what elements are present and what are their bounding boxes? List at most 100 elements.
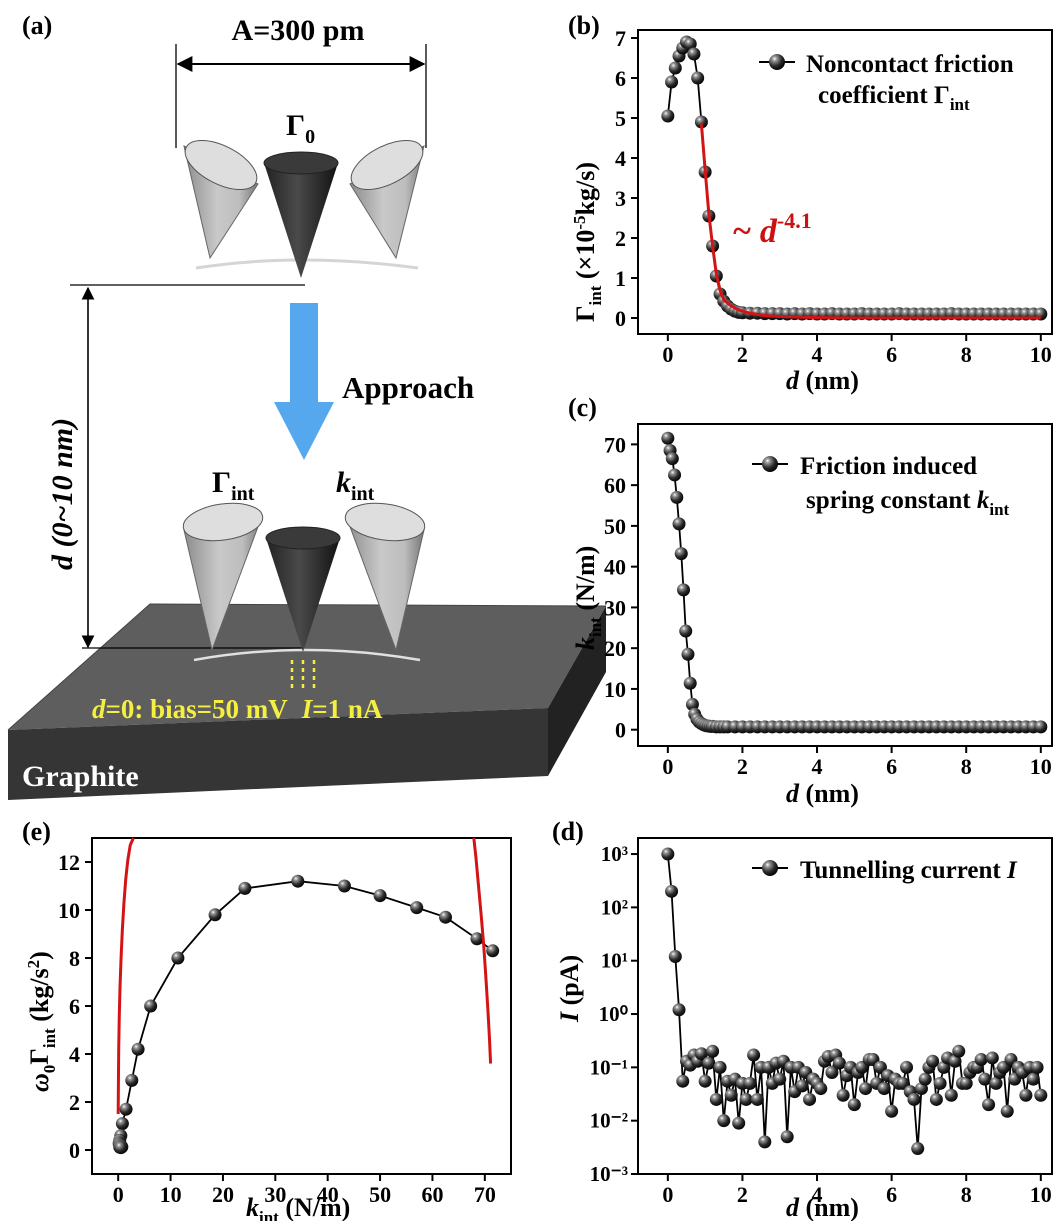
- chart-d-xtick-label: 0: [662, 1182, 673, 1207]
- chart-c-xtick-label: 10: [1030, 754, 1052, 779]
- chart-e-fit-line: [472, 837, 493, 1064]
- gamma-int-label: Γint: [212, 466, 255, 505]
- tunnel-condition: d=0: bias=50 mV I=1 nA: [92, 694, 383, 724]
- chart-b-frame: [637, 29, 1053, 335]
- chart-c-point: [665, 452, 679, 466]
- chart-d-point: [1000, 1104, 1014, 1118]
- panel-b: (b) 0 2 4 6 8 10 0 1 2 3 4 5 6 7 Γint (×10-5kg/s) d (…: [568, 11, 1053, 395]
- chart-b-area: 0 2 4 6 8 10 0 1 2 3 4 5 6 7: [615, 26, 1053, 367]
- graphite-block: [7, 603, 607, 800]
- chart-d-point: [1034, 1088, 1048, 1102]
- chart-e-point: [410, 901, 424, 915]
- chart-e-point: [291, 874, 305, 888]
- chart-c-point: [683, 676, 697, 690]
- chart-d-point: [836, 1088, 850, 1102]
- chart-e-point: [337, 879, 351, 893]
- chart-d-point: [706, 1044, 720, 1058]
- chart-e-point: [171, 951, 185, 965]
- chart-e-xtick-label: 30: [264, 1182, 286, 1207]
- chart-c-ytick-label: 60: [604, 473, 626, 498]
- chart-d-point: [694, 1047, 708, 1061]
- chart-c-point: [685, 697, 699, 711]
- chart-c-data-line: [666, 438, 1041, 728]
- top-cantilever-cones: [183, 140, 425, 278]
- chart-d-point: [672, 1003, 686, 1017]
- chart-d-point: [885, 1104, 899, 1118]
- chart-d-xtick-label: 4: [812, 1182, 823, 1207]
- chart-e-ytick-label: 10: [58, 898, 80, 923]
- chart-e-xtick-label: 20: [212, 1182, 234, 1207]
- chart-b-point: [683, 37, 697, 51]
- chart-d-ytick-label: 10³: [601, 842, 628, 866]
- chart-d-area: 0 2 4 6 8 10 10³ 10² 10¹ 10⁰ 10⁻¹ 10⁻² 10⁻³: [590, 837, 1053, 1207]
- chart-e-ylabel: ω0Γint (kg/s2): [24, 951, 59, 1092]
- chart-d-ytick-label: 10⁻³: [590, 1162, 628, 1186]
- panel-c-label: (c): [568, 393, 597, 422]
- chart-d-point: [1030, 1060, 1044, 1074]
- gamma0-label: Γ0: [286, 109, 315, 148]
- chart-d-point: [873, 1060, 887, 1074]
- chart-c-point: [668, 468, 682, 482]
- panel-a: (a) A=300 pm Γ0 Approa: [7, 11, 607, 800]
- chart-d-point: [929, 1092, 943, 1106]
- chart-e-point: [125, 1073, 139, 1087]
- chart-d-ylabel: I (pA): [555, 955, 584, 1023]
- chart-b-ytick-label: 0: [615, 306, 626, 331]
- chart-c-xtick-label: 2: [737, 754, 748, 779]
- chart-e-ytick-label: 2: [69, 1090, 80, 1115]
- chart-d-point: [773, 1072, 787, 1086]
- chart-b-point: [691, 71, 705, 85]
- chart-c-xtick-label: 8: [961, 754, 972, 779]
- chart-d-xtick-label: 10: [1030, 1182, 1052, 1207]
- chart-d-point: [952, 1044, 966, 1058]
- chart-c-frame: [637, 423, 1053, 747]
- chart-c-ytick-label: 20: [604, 636, 626, 661]
- chart-b-ytick-label: 7: [615, 26, 626, 51]
- chart-e-ytick-label: 4: [69, 1042, 80, 1067]
- chart-e-xtick-label: 50: [369, 1182, 391, 1207]
- chart-d-point: [896, 1076, 910, 1090]
- chart-e-xtick-label: 60: [421, 1182, 443, 1207]
- chart-e-xtick-label: 10: [160, 1182, 182, 1207]
- chart-b-xtick-label: 10: [1030, 342, 1052, 367]
- chart-b-xtick-label: 6: [886, 342, 897, 367]
- chart-e-point: [144, 999, 158, 1013]
- panel-c: (c) 0 2 4 6 8 10 0 10 20 30 40 50 60 70 kint (N/m) d …: [568, 393, 1053, 808]
- bottom-cantilever-cones: [182, 502, 426, 690]
- chart-c-point: [672, 517, 686, 531]
- chart-e-xlabel: kint (N/m): [246, 1193, 350, 1221]
- chart-c-legend: Friction induced spring constant kint: [752, 453, 1010, 519]
- chart-d-point: [959, 1076, 973, 1090]
- approach-arrow: [274, 303, 334, 460]
- chart-c-xtick-label: 0: [662, 754, 673, 779]
- chart-b-ytick-label: 1: [615, 266, 626, 291]
- chart-d-point: [825, 1066, 839, 1080]
- chart-d-point: [933, 1076, 947, 1090]
- chart-c-point: [674, 547, 688, 561]
- chart-d-point: [747, 1048, 761, 1062]
- chart-d-ytick-label: 10²: [601, 895, 628, 919]
- chart-e-xtick-label: 40: [317, 1182, 339, 1207]
- chart-e-point: [373, 889, 387, 903]
- k-int-label: kint: [336, 466, 375, 505]
- chart-b-xtick-label: 2: [737, 342, 748, 367]
- chart-b-ylabel: Γint (×10-5kg/s): [570, 162, 605, 322]
- chart-c-ytick-label: 70: [604, 432, 626, 457]
- chart-d-point: [978, 1072, 992, 1086]
- chart-d-point: [948, 1054, 962, 1068]
- chart-d-point: [847, 1098, 861, 1112]
- chart-c-xtick-label: 6: [886, 754, 897, 779]
- chart-c-point: [661, 431, 675, 445]
- chart-d-point: [668, 949, 682, 963]
- chart-d-point: [709, 1092, 723, 1106]
- chart-e-point: [119, 1102, 133, 1116]
- chart-d-point: [702, 1056, 716, 1070]
- chart-c-point: [670, 490, 684, 504]
- chart-c-ytick-label: 0: [615, 718, 626, 743]
- chart-d-point: [724, 1088, 738, 1102]
- chart-e-fit-line: [116, 837, 135, 1115]
- panel-a-label: (a): [22, 11, 52, 40]
- chart-b-ytick-label: 2: [615, 226, 626, 251]
- chart-d-point: [1019, 1088, 1033, 1102]
